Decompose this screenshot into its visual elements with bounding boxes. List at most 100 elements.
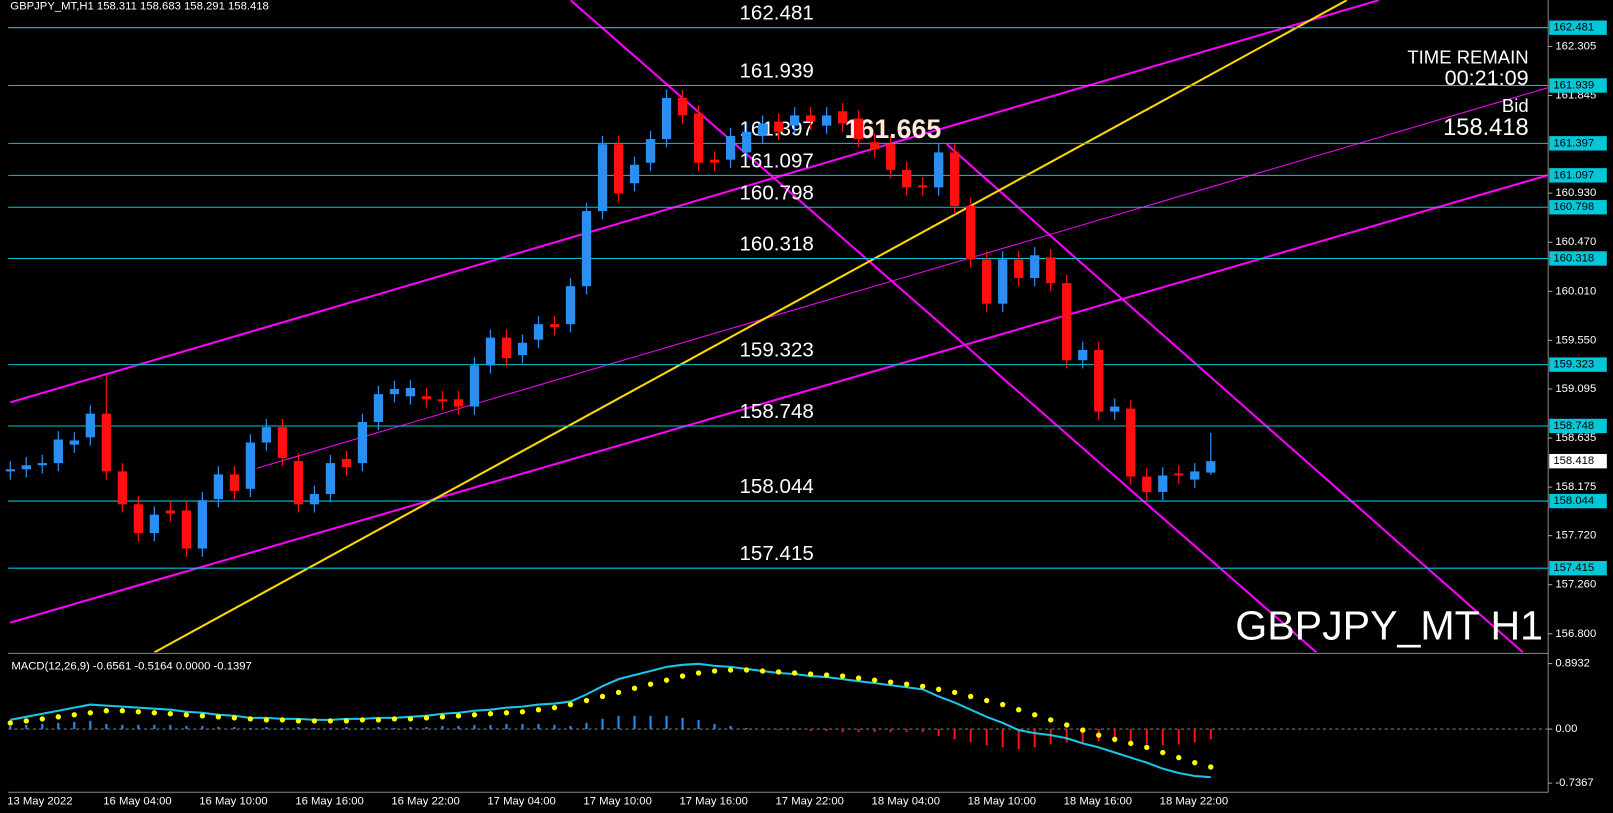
y-tick-label: -0.7367 (1555, 777, 1593, 789)
candle-body (213, 474, 224, 500)
histogram-bar (665, 715, 668, 730)
level-tag-label: 160.318 (1553, 252, 1594, 264)
candle-body (5, 469, 15, 472)
level-tag-label: 158.044 (1553, 495, 1594, 507)
histogram-bar (969, 729, 972, 743)
candle-body (117, 471, 127, 505)
signal-dot (407, 716, 414, 722)
x-tick-label: 16 May 22:00 (391, 796, 459, 808)
y-tick-label: 160.930 (1555, 187, 1596, 199)
x-tick-label: 17 May 22:00 (776, 796, 844, 808)
histogram-bar (297, 727, 300, 730)
level-label: 157.415 (739, 542, 813, 565)
trend-line (9, 174, 1549, 624)
bid-label: Bid (1502, 95, 1529, 116)
candle-body (101, 413, 111, 472)
signal-dot (295, 718, 302, 724)
histogram-bar (1017, 729, 1020, 750)
candle-body (837, 111, 848, 124)
histogram-bar (441, 725, 444, 730)
candle-body (805, 115, 816, 122)
signal-dot (1112, 736, 1118, 742)
histogram-bar (1033, 729, 1036, 748)
signal-dot (391, 716, 398, 722)
candle-body (998, 259, 1008, 304)
histogram-bar (1209, 729, 1212, 740)
signal-dot (103, 708, 110, 714)
signal-dot (903, 681, 910, 687)
signal-dot (7, 720, 13, 726)
signal-dot (567, 701, 574, 708)
candle-body (918, 185, 928, 188)
candle-body (69, 440, 79, 445)
histogram-bar (1001, 729, 1004, 748)
level-label: 158.044 (739, 475, 813, 498)
histogram-bar (953, 729, 956, 740)
candle-body (709, 159, 720, 163)
candle-body (1190, 471, 1200, 480)
signal-dot (375, 717, 382, 723)
macd-title: MACD(12,26,9) -0.6561 -0.5164 0.0000 -0.… (11, 661, 252, 673)
x-tick-label: 18 May 10:00 (968, 796, 1036, 808)
candle-body (37, 463, 47, 466)
y-tick-label: 158.175 (1555, 481, 1596, 493)
signal-dot (231, 715, 238, 721)
signal-dot (199, 713, 206, 719)
signal-dot (343, 718, 350, 724)
candle-body (437, 399, 448, 402)
signal-dot (743, 667, 750, 673)
candle-body (613, 144, 624, 194)
signal-dot (1128, 740, 1134, 747)
signal-dot (1000, 701, 1006, 708)
x-tick-label: 17 May 04:00 (487, 796, 555, 808)
level-tag (1549, 251, 1607, 266)
y-tick-label: 0.8932 (1555, 658, 1590, 670)
candle-body (757, 123, 768, 136)
trend-line (9, 0, 1380, 404)
candle-body (261, 427, 272, 443)
signal-dot (471, 712, 478, 718)
y-tick-label: 157.720 (1555, 530, 1596, 542)
signal-dot (23, 718, 29, 724)
level-tag (1549, 560, 1607, 576)
signal-dot (247, 716, 254, 722)
candle-body (85, 413, 95, 438)
signal-dot (727, 667, 734, 673)
bid-tag-label: 158.418 (1553, 455, 1594, 467)
signal-dot (919, 683, 926, 689)
histogram-bar (601, 718, 604, 730)
histogram-bar (153, 724, 156, 730)
candle-body (245, 442, 256, 489)
candle-body (821, 115, 832, 126)
level-label: 161.939 (739, 60, 813, 83)
candle-body (789, 115, 800, 126)
y-tick-label: 160.010 (1555, 285, 1596, 297)
histogram-bar (505, 723, 508, 730)
candle-body (485, 337, 496, 366)
signal-dot (87, 710, 93, 716)
level-label: 162.481 (739, 2, 813, 25)
histogram-bar (185, 726, 188, 730)
candle-body (373, 394, 384, 423)
trend-line (945, 143, 1524, 653)
histogram-bar (217, 727, 220, 730)
signal-dot (183, 712, 190, 718)
candle-body (517, 342, 528, 356)
histogram-bar (889, 729, 892, 733)
level-tag-label: 162.481 (1553, 22, 1594, 34)
signal-dot (39, 716, 45, 722)
histogram-bar (633, 715, 636, 730)
signal-dot (855, 675, 862, 681)
candle-body (982, 259, 992, 304)
histogram-bar (313, 728, 316, 730)
x-tick-label: 16 May 04:00 (103, 796, 171, 808)
signal-dot (359, 717, 366, 723)
level-tag-label: 161.097 (1553, 169, 1594, 181)
histogram-bar (553, 724, 556, 730)
candle-body (149, 514, 159, 534)
signal-dot (1048, 717, 1054, 723)
histogram-bar (1113, 729, 1116, 743)
histogram-bar (761, 729, 764, 730)
